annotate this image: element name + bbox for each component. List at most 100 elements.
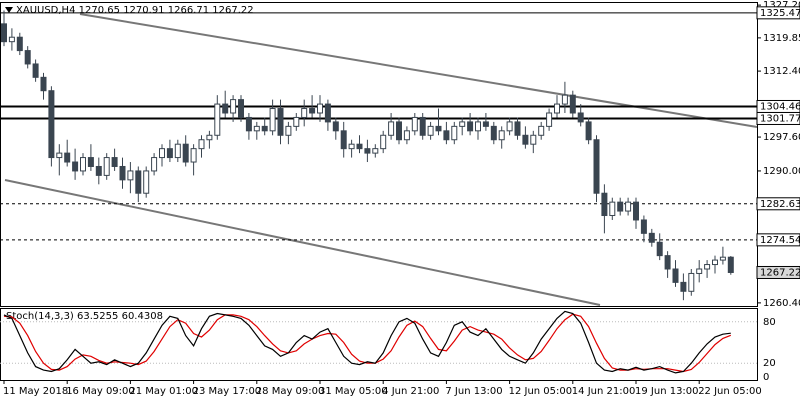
candle-body [301,108,308,118]
stoch-title: Stoch(14,3,3) [6,311,74,322]
candle-body [427,125,434,136]
candle-body [261,125,268,132]
chart-header: XAUUSD,H4 1270.65 1270.91 1266.71 1267.2… [16,5,254,16]
candle-body [166,148,173,159]
current-price-label: 1267.22 [760,267,800,278]
candle-body [443,130,450,141]
candle-body [348,143,355,150]
x-tick-label: 22 Jun 05:00 [698,386,762,397]
x-tick-label: 19 Jun 13:00 [635,386,699,397]
stoch-pane-frame [0,308,758,381]
x-tick-label: 12 Jun 05:00 [509,386,573,397]
x-tick-label: 31 May 05:00 [319,386,388,397]
candle-body [656,241,663,257]
candle-body [317,103,323,114]
candle-body [80,157,86,172]
level-label: 1301.77 [760,113,800,124]
candle-body [609,201,616,217]
y-tick-label: 1297.60 [763,132,800,143]
stoch-d-last: 60.4308 [122,311,163,322]
y-tick-label: 1327.20 [763,0,800,11]
candle-body [206,134,213,141]
candle-body [403,130,410,141]
x-tick-label: 28 May 09:00 [256,386,325,397]
stoch-header: Stoch(14,3,3) 63.5255 60.4308 [6,311,163,322]
price-pane-frame [0,2,758,307]
level-label-box [756,233,800,247]
high: 1270.91 [123,5,164,16]
candle-body [680,281,687,292]
candle-body [238,99,244,118]
candle-body [648,232,655,243]
candle-body [135,170,142,194]
candle-body [119,165,126,181]
candle-body [340,130,347,150]
candle-body [103,157,110,176]
candle-body [419,116,426,136]
upper-trendline [79,13,758,128]
candle-body [569,94,576,114]
candle-body [151,157,158,172]
candle-body [143,170,150,194]
candle-body [585,121,592,141]
low: 1266.71 [168,5,209,16]
candle-body [269,108,276,132]
candle-body [1,23,7,43]
candle-body [324,103,331,123]
y-tick-label: 1319.85 [763,33,800,44]
candle-body [617,201,624,212]
level-label-box [756,197,800,211]
stoch-tick-label: 80 [763,317,776,328]
candle-body [95,165,102,176]
level-label: 1304.46 [760,101,800,112]
candle-body [72,161,79,172]
candle-body [64,152,71,163]
candle-body [127,170,134,181]
candle-body [601,192,608,217]
y-tick-label: 1260.40 [763,298,800,309]
candle-body [704,264,711,270]
stoch-tick-label: 0 [763,372,769,383]
candle-body [388,121,395,136]
candle-body [380,134,387,150]
candle-body [16,36,23,52]
candle-body [467,121,474,132]
symbol: XAUUSD,H4 [16,5,75,16]
stoch-k-line [3,310,731,374]
candle-body [230,99,237,114]
candle-body [475,121,481,132]
candle-body [293,116,300,127]
candle-body [727,256,734,273]
candle-body [174,143,181,159]
candle-body [451,125,458,141]
candle-body [214,103,221,136]
candle-body [111,157,118,167]
stoch-tick-label: 20 [763,358,776,369]
close: 1267.22 [212,5,253,16]
level-label-box [756,111,800,125]
y-tick-label: 1290.00 [763,166,800,177]
candle-body [561,94,568,105]
candle-body [482,121,489,127]
candle-body [198,139,205,150]
candle-body [309,108,316,114]
candle-body [285,125,292,136]
candle-body [277,108,284,136]
x-tick-label: 7 Jun 13:00 [445,386,502,397]
x-tick-label: 14 Jun 21:00 [572,386,636,397]
candle-body [459,121,466,127]
candle-body [672,268,679,283]
level-label-box [756,6,800,20]
candle-body [530,134,537,145]
candle-body [87,157,94,167]
candle-body [490,125,497,141]
candle-body [245,116,252,132]
level-label: 1325.47 [760,8,800,19]
candle-body [32,63,39,78]
candle-body [40,76,47,92]
candle-body [159,148,165,159]
candle-body [498,130,505,141]
candle-body [664,255,671,270]
